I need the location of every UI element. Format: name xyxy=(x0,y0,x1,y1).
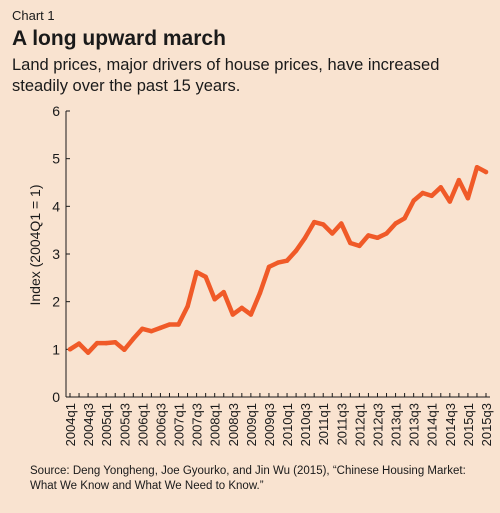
chart-label: Chart 1 xyxy=(12,8,55,23)
data-point xyxy=(122,347,127,353)
x-tick-label: 2009q3 xyxy=(262,403,277,446)
x-tick-label: 2013q1 xyxy=(389,403,404,446)
data-point xyxy=(311,219,317,225)
x-tick-label: 2005q3 xyxy=(117,403,132,446)
y-tick-label: 2 xyxy=(52,294,60,310)
data-point xyxy=(212,297,217,302)
data-point xyxy=(176,322,181,327)
y-axis-ticks: 0 1 2 3 4 5 6 xyxy=(52,103,70,405)
data-point xyxy=(339,221,344,226)
x-tick-label: 2007q3 xyxy=(190,403,205,446)
data-point xyxy=(330,231,335,236)
x-axis-ticks: 2004q1 2004q3 2005q1 2005q3 2006q1 2006q3 2007… xyxy=(63,393,494,446)
data-point xyxy=(67,347,73,352)
data-point xyxy=(85,350,91,355)
data-point xyxy=(275,260,281,265)
data-point xyxy=(483,169,489,175)
y-tick-label: 5 xyxy=(52,151,60,167)
data-point xyxy=(113,339,118,345)
data-point xyxy=(76,341,82,346)
data-point xyxy=(474,165,480,170)
data-point xyxy=(257,290,263,296)
data-point xyxy=(230,312,235,317)
x-tick-label: 2006q1 xyxy=(135,403,150,446)
x-tick-label: 2012q3 xyxy=(370,403,385,446)
data-point xyxy=(447,199,453,204)
data-point xyxy=(293,248,299,253)
data-point xyxy=(411,198,416,203)
data-point xyxy=(429,193,434,199)
data-point xyxy=(456,177,462,183)
data-point xyxy=(321,222,326,227)
data-point xyxy=(149,329,154,334)
x-tick-label: 2010q3 xyxy=(298,403,313,446)
data-point xyxy=(302,235,308,240)
x-tick-label: 2008q3 xyxy=(226,403,241,446)
y-tick-label: 6 xyxy=(52,103,60,119)
data-point xyxy=(384,231,389,236)
source-note: Source: Deng Yongheng, Joe Gyourko, and … xyxy=(30,465,466,492)
series-line xyxy=(67,164,489,355)
chart-subtitle: Land prices, major drivers of house pric… xyxy=(12,56,440,95)
x-tick-label: 2013q3 xyxy=(407,403,422,446)
data-point xyxy=(420,190,425,196)
x-tick-label: 2007q1 xyxy=(172,403,187,446)
x-tick-label: 2005q1 xyxy=(99,403,114,446)
data-point xyxy=(131,336,136,342)
x-tick-label: 2006q3 xyxy=(153,403,168,446)
x-tick-label: 2010q1 xyxy=(280,403,295,446)
data-point xyxy=(357,243,362,249)
x-tick-label: 2012q1 xyxy=(352,403,367,446)
data-point xyxy=(194,269,199,275)
data-point xyxy=(167,322,172,327)
data-point xyxy=(203,274,208,280)
data-point xyxy=(103,340,109,346)
data-point xyxy=(239,305,245,311)
x-tick-label: 2004q1 xyxy=(63,403,78,446)
data-point xyxy=(348,240,353,246)
data-point xyxy=(402,216,407,221)
y-tick-label: 4 xyxy=(52,198,60,214)
y-axis-title: Index (2004Q1 = 1) xyxy=(27,184,43,305)
data-point xyxy=(266,264,272,270)
x-tick-label: 2004q3 xyxy=(81,403,96,446)
x-tick-label: 2014q3 xyxy=(443,403,458,446)
x-tick-label: 2011q1 xyxy=(316,403,331,445)
data-point xyxy=(248,312,254,317)
data-point xyxy=(438,185,443,190)
y-tick-label: 3 xyxy=(52,246,60,262)
data-point xyxy=(140,326,145,332)
y-tick-label: 0 xyxy=(52,389,60,405)
data-points xyxy=(67,165,489,355)
x-tick-label: 2008q1 xyxy=(208,403,223,446)
data-point xyxy=(158,325,163,331)
data-point xyxy=(465,196,471,201)
chart-title: A long upward march xyxy=(12,27,226,50)
data-point xyxy=(375,235,380,240)
x-tick-label: 2014q1 xyxy=(425,403,440,446)
data-point xyxy=(94,340,100,346)
data-point xyxy=(185,304,190,309)
x-tick-label: 2015q1 xyxy=(461,403,476,446)
data-point xyxy=(393,221,398,226)
x-tick-label: 2011q3 xyxy=(334,403,349,445)
x-tick-label: 2015q3 xyxy=(479,403,494,446)
data-point xyxy=(366,233,371,238)
y-tick-label: 1 xyxy=(52,341,60,357)
data-point xyxy=(284,258,290,263)
data-point xyxy=(221,289,226,295)
x-tick-label: 2009q1 xyxy=(244,403,259,446)
